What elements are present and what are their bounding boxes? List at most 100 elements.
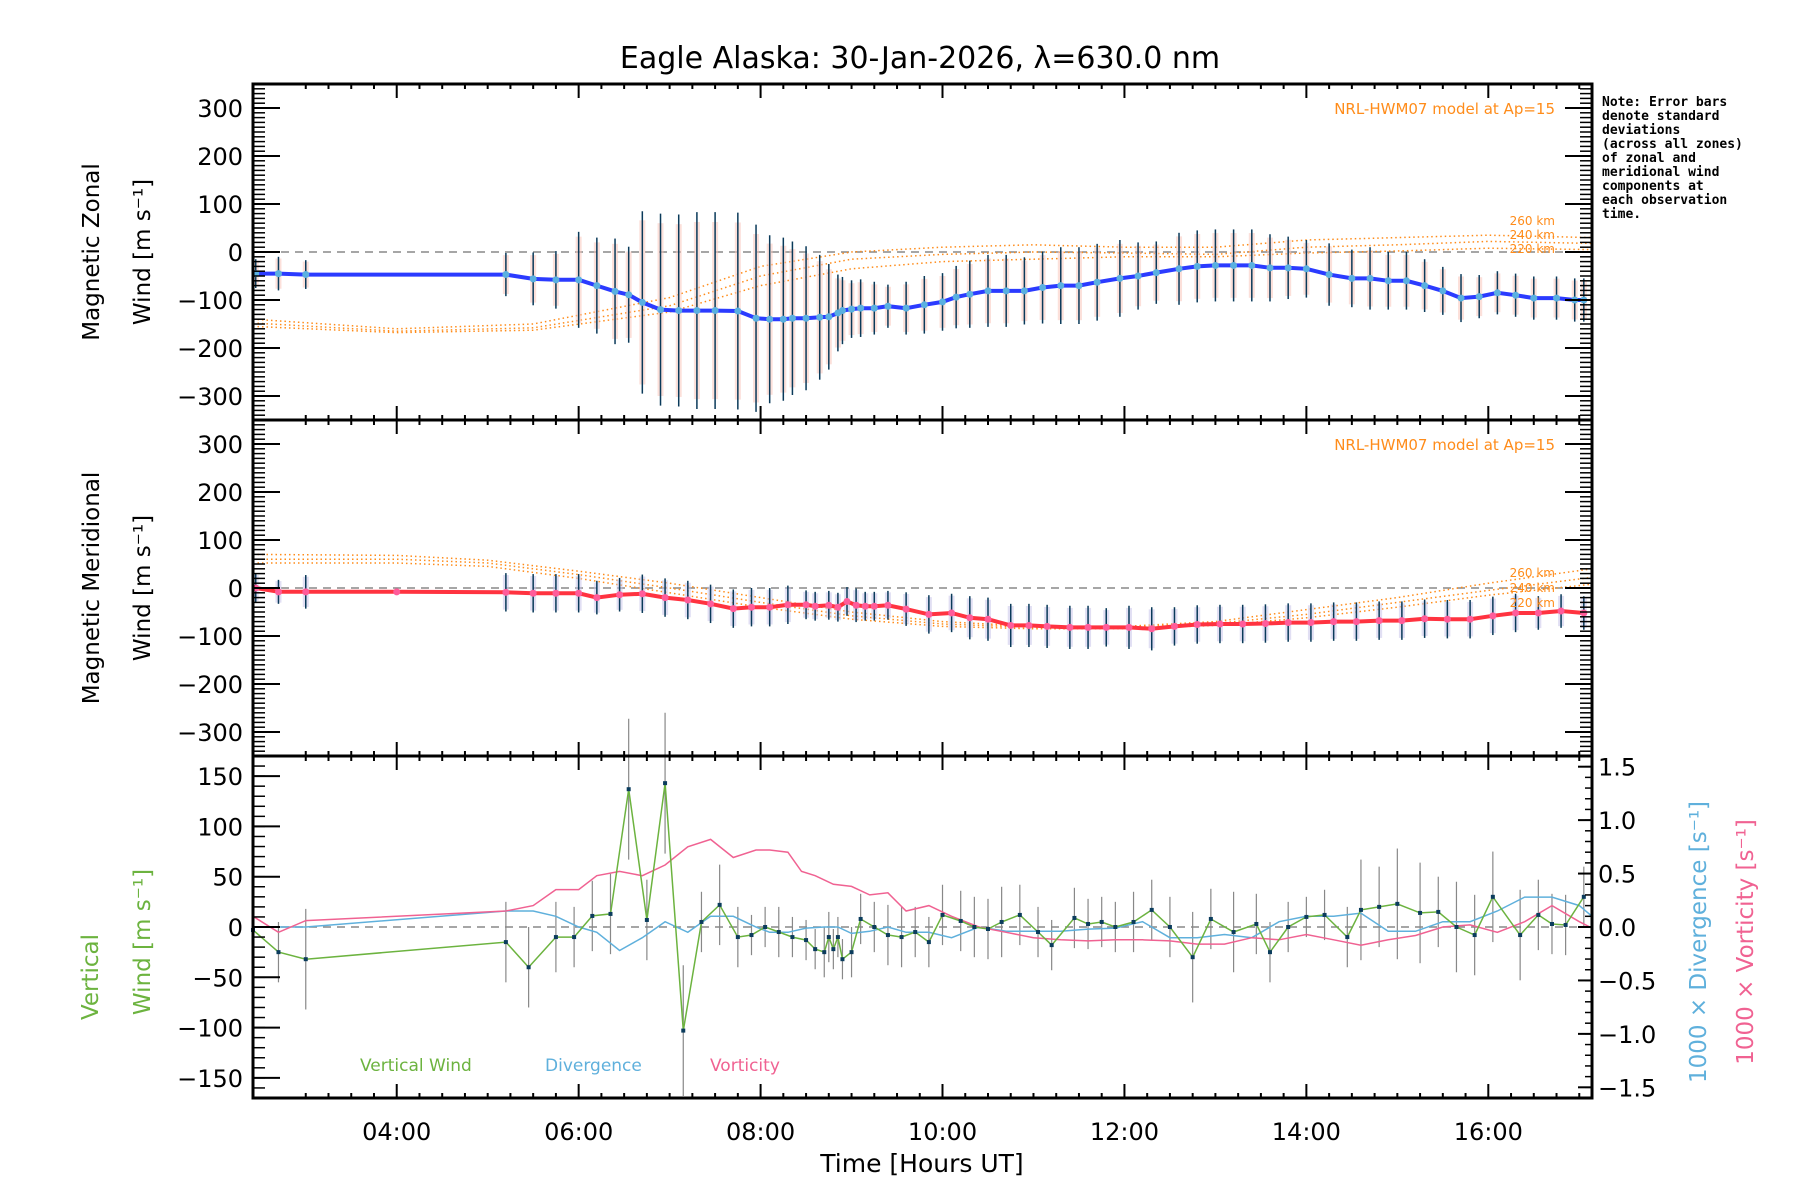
data-point xyxy=(1084,623,1092,631)
data-point xyxy=(825,313,833,321)
data-point xyxy=(1330,618,1338,626)
data-point xyxy=(502,588,510,596)
data-point xyxy=(940,912,945,917)
data-point xyxy=(1086,921,1091,926)
note-line: time. xyxy=(1602,207,1642,222)
data-point xyxy=(1581,894,1586,899)
data-point xyxy=(958,918,963,923)
x-tick-label: 04:00 xyxy=(362,1118,431,1146)
data-point xyxy=(885,933,890,938)
y-tick-label: −300 xyxy=(177,719,243,747)
data-point xyxy=(1322,912,1327,917)
data-point xyxy=(1402,277,1410,285)
data-point xyxy=(274,588,282,596)
data-point xyxy=(1302,265,1310,273)
data-point xyxy=(1125,623,1133,631)
y-axis-label-line1: Vertical xyxy=(78,934,104,1020)
data-point xyxy=(884,302,892,310)
data-point xyxy=(657,306,665,314)
mean-wind-line xyxy=(255,263,1584,322)
data-point xyxy=(1377,904,1382,909)
y-tick-label: −200 xyxy=(177,671,243,699)
data-point xyxy=(1152,269,1160,277)
data-point xyxy=(1352,618,1360,626)
data-point xyxy=(572,935,577,940)
data-point xyxy=(1148,625,1156,633)
y-axis-label-line1: Magnetic Zonal xyxy=(79,163,105,341)
y-axis-label-line1: Magnetic Meridional xyxy=(79,472,105,705)
y2-axis-label-divergence: 1000 × Divergence [s⁻¹] xyxy=(1686,801,1712,1083)
data-point xyxy=(1049,943,1054,948)
data-point xyxy=(1216,620,1224,628)
data-point xyxy=(638,298,646,306)
model-label: NRL-HWM07 model at Ap=15 xyxy=(1334,436,1555,454)
data-point xyxy=(1267,950,1272,955)
data-point xyxy=(1131,919,1136,924)
data-point xyxy=(1002,287,1010,295)
data-point xyxy=(1536,912,1541,917)
data-point xyxy=(1534,609,1542,617)
data-point xyxy=(529,589,537,597)
y2-tick-label: 1.5 xyxy=(1598,754,1636,782)
y-tick-label: −100 xyxy=(177,623,243,651)
data-point xyxy=(826,935,831,940)
data-point xyxy=(1512,291,1520,299)
data-point xyxy=(274,270,282,278)
data-point xyxy=(1563,922,1568,927)
x-tick-label: 14:00 xyxy=(1272,1118,1341,1146)
data-point xyxy=(1493,289,1501,297)
data-point xyxy=(802,601,810,609)
data-point xyxy=(1549,921,1554,926)
data-point xyxy=(1116,274,1124,282)
y2-axis-label-vorticity: 1000 × Vorticity [s⁻¹] xyxy=(1733,819,1759,1065)
data-point xyxy=(849,950,854,955)
y-tick-label: −200 xyxy=(177,335,243,363)
data-point xyxy=(1102,623,1110,631)
data-point xyxy=(1490,894,1495,899)
y-tick-label: 150 xyxy=(197,763,243,791)
note-line: Note: Error bars xyxy=(1602,95,1728,110)
data-point xyxy=(1466,615,1474,623)
data-point xyxy=(608,911,613,916)
data-point xyxy=(735,935,740,940)
altitude-label: 240 km xyxy=(1510,581,1555,595)
data-point xyxy=(684,596,692,604)
data-point xyxy=(644,917,649,922)
y2-tick-label: 0.5 xyxy=(1598,861,1636,889)
x-tick-label: 08:00 xyxy=(726,1118,795,1146)
error-bar-note: Note: Error bars denote standard deviati… xyxy=(1602,96,1792,222)
data-point xyxy=(1266,264,1274,272)
data-point xyxy=(707,600,715,608)
data-point xyxy=(813,947,818,952)
data-point xyxy=(1580,609,1588,617)
note-line: (across all zones) xyxy=(1602,137,1743,152)
data-point xyxy=(1039,284,1047,292)
data-point xyxy=(1512,609,1520,617)
data-point xyxy=(776,930,781,935)
data-point xyxy=(1457,294,1465,302)
y-tick-label: 200 xyxy=(197,479,243,507)
data-point xyxy=(1149,907,1154,912)
data-point xyxy=(1175,265,1183,273)
legend-entry: Vertical Wind xyxy=(360,1056,472,1076)
data-point xyxy=(711,307,719,315)
data-point xyxy=(902,304,910,312)
data-point xyxy=(852,601,860,609)
data-point xyxy=(1421,282,1429,290)
altitude-label: 220 km xyxy=(1510,242,1555,256)
data-point xyxy=(1384,277,1392,285)
data-point xyxy=(779,315,787,323)
data-point xyxy=(553,935,558,940)
y-axis-label-line2: Wind [m s⁻¹] xyxy=(130,869,156,1015)
data-point xyxy=(870,602,878,610)
data-point xyxy=(1557,607,1565,615)
data-point xyxy=(848,305,856,313)
data-point xyxy=(749,933,754,938)
data-point xyxy=(1254,921,1259,926)
data-point xyxy=(985,927,990,932)
data-point xyxy=(393,588,401,596)
altitude-label: 260 km xyxy=(1510,214,1555,228)
data-point xyxy=(638,590,646,598)
data-point xyxy=(575,276,583,284)
